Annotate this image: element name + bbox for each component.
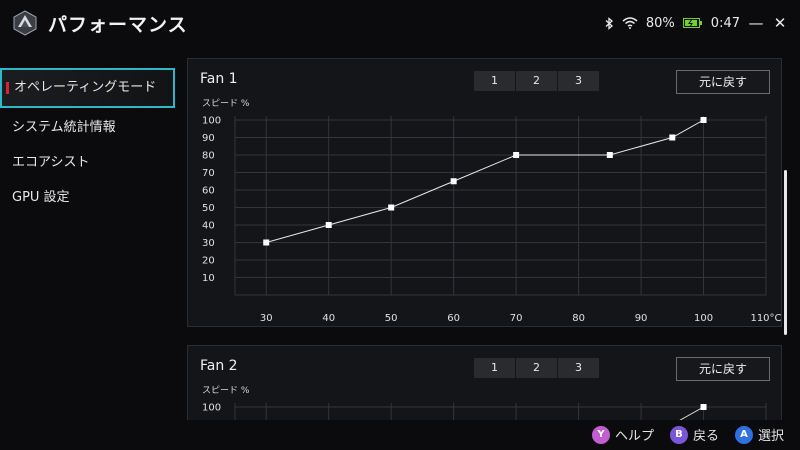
x-tick-label: 110°C: [750, 313, 781, 324]
sidebar-item-system-stats[interactable]: システム統計情報: [0, 110, 175, 145]
battery-charging-icon: [682, 17, 703, 29]
status-area: 80% 0:47 — ✕: [605, 14, 788, 32]
x-tick-label: 100: [694, 313, 713, 324]
close-button[interactable]: ✕: [773, 14, 787, 32]
curve-point-handle[interactable]: [263, 239, 270, 246]
fan-profile-tabs: 1 2 3: [474, 71, 599, 91]
y-axis-label: スピード %: [202, 386, 250, 396]
battery-percent: 80%: [645, 15, 675, 31]
y-tick-label: 50: [202, 203, 215, 214]
sidebar-item-label: オペレーティングモード: [14, 80, 157, 95]
curve-point-handle[interactable]: [669, 134, 676, 141]
y-tick-label: 10: [202, 273, 215, 284]
button-hints-bar: Y ヘルプ B 戻る A 選択: [0, 420, 800, 450]
profile-tab-2[interactable]: 2: [516, 71, 557, 91]
sidebar-item-label: GPU 設定: [12, 190, 70, 205]
a-button-icon: A: [734, 425, 753, 444]
profile-tab-3[interactable]: 3: [558, 358, 599, 378]
hint-label: 選択: [757, 429, 784, 444]
profile-tab-2[interactable]: 2: [516, 358, 557, 378]
scrollbar-thumb[interactable]: [784, 170, 787, 335]
fan-curve-line: [266, 119, 704, 243]
fan-title: Fan 2: [200, 358, 238, 374]
bluetooth-icon: [605, 16, 614, 30]
curve-point-handle[interactable]: [450, 178, 457, 185]
title-bar: パフォーマンス 80% 0:47 — ✕: [0, 0, 800, 48]
clock: 0:47: [710, 15, 740, 31]
fan-title: Fan 1: [200, 71, 238, 87]
sidebar: オペレーティングモード システム統計情報 エコアシスト GPU 設定: [0, 68, 175, 215]
x-tick-label: 40: [322, 313, 335, 324]
b-button-icon: B: [669, 425, 688, 444]
x-tick-label: 90: [635, 313, 648, 324]
app-logo-icon: [13, 10, 37, 36]
curve-point-handle[interactable]: [325, 222, 332, 228]
sidebar-item-label: システム統計情報: [12, 120, 116, 135]
hint-label: ヘルプ: [614, 429, 654, 444]
sidebar-item-label: エコアシスト: [12, 155, 90, 170]
curve-point-handle[interactable]: [513, 152, 520, 158]
profile-tab-3[interactable]: 3: [558, 71, 599, 91]
x-tick-label: 60: [447, 313, 460, 324]
sidebar-item-eco-assist[interactable]: エコアシスト: [0, 145, 175, 180]
profile-tab-1[interactable]: 1: [474, 71, 515, 91]
x-tick-label: 50: [385, 313, 398, 324]
curve-point-handle[interactable]: [700, 404, 707, 410]
minimize-button[interactable]: —: [748, 14, 764, 32]
y-tick-label: 100: [202, 403, 221, 414]
curve-point-handle[interactable]: [606, 152, 613, 158]
select-hint[interactable]: A 選択: [734, 425, 784, 444]
y-tick-label: 20: [202, 256, 215, 267]
fan-profile-tabs: 1 2 3: [474, 358, 599, 378]
hint-label: 戻る: [692, 429, 719, 444]
reset-button[interactable]: 元に戻す: [676, 70, 770, 94]
y-button-icon: Y: [591, 425, 610, 444]
profile-tab-1[interactable]: 1: [474, 358, 515, 378]
chart-grid: [234, 116, 767, 296]
help-hint[interactable]: Y ヘルプ: [591, 425, 654, 444]
x-tick-label: 70: [510, 313, 523, 324]
fan-1-panel: Fan 1 1 2 3 元に戻す スピード % 100 90 80 70 60 50 40 3…: [187, 58, 782, 327]
curve-point-handle[interactable]: [388, 204, 395, 211]
page-title: パフォーマンス: [48, 14, 188, 36]
x-tick-label: 80: [572, 313, 585, 324]
y-tick-label: 70: [202, 168, 215, 179]
y-tick-label: 100: [202, 116, 221, 127]
curve-point-handle[interactable]: [700, 117, 707, 123]
back-hint[interactable]: B 戻る: [669, 425, 719, 444]
reset-button[interactable]: 元に戻す: [676, 357, 770, 381]
y-tick-label: 30: [202, 238, 215, 249]
y-tick-label: 60: [202, 186, 215, 197]
y-tick-label: 40: [202, 221, 215, 232]
y-tick-label: 90: [202, 133, 215, 144]
y-tick-label: 80: [202, 151, 215, 162]
sidebar-item-operating-mode[interactable]: オペレーティングモード: [0, 68, 175, 108]
y-axis-label: スピード %: [202, 99, 250, 109]
sidebar-item-gpu-settings[interactable]: GPU 設定: [0, 180, 175, 215]
wifi-icon: [622, 17, 638, 29]
x-tick-label: 30: [260, 313, 273, 324]
